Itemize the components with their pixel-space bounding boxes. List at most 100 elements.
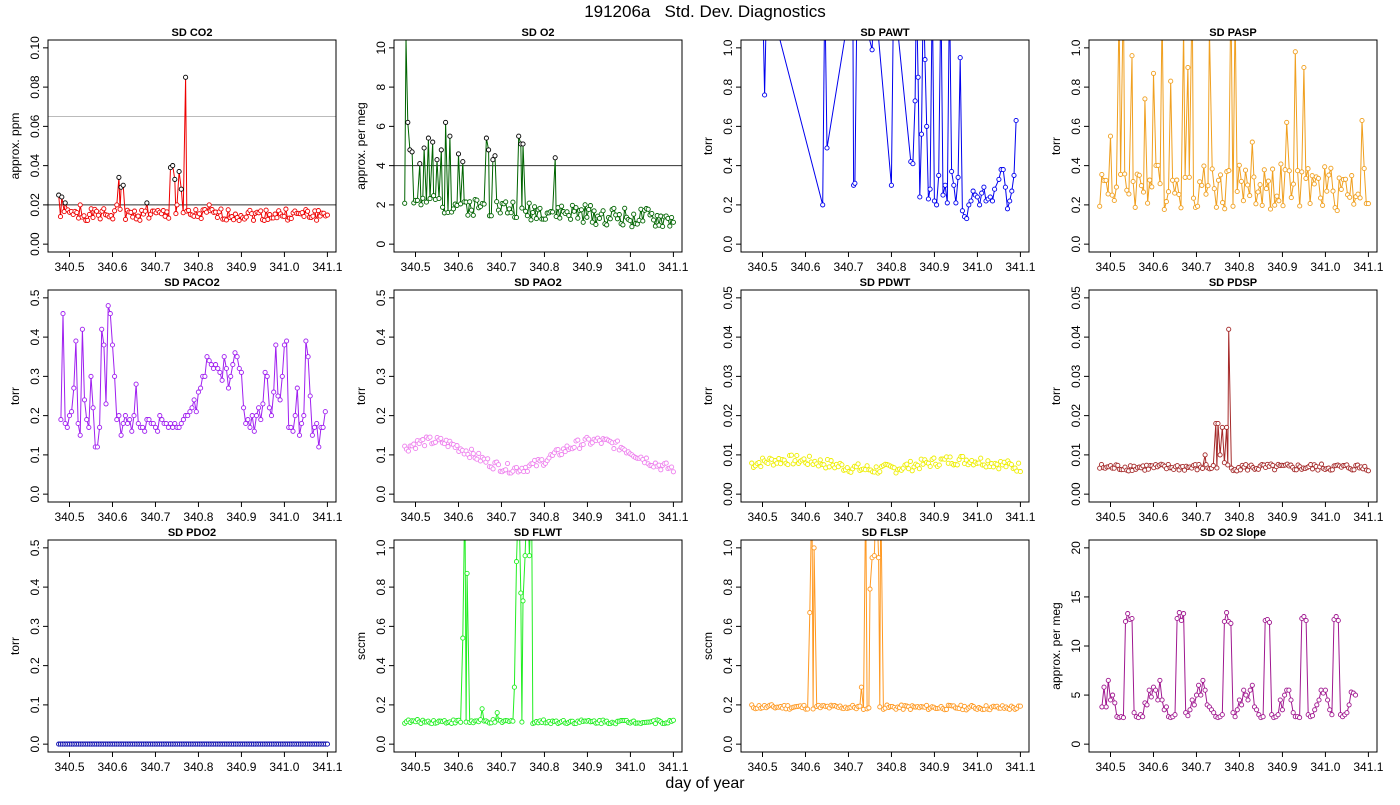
data-point (223, 217, 229, 223)
data-point (468, 446, 475, 452)
data-point (968, 198, 974, 204)
data-point (463, 487, 467, 491)
data-point (1342, 176, 1349, 182)
y-axis-label: sccm (701, 632, 715, 660)
x-tick-label: 340.6 (97, 260, 127, 274)
data-point (245, 417, 251, 423)
data-point (279, 373, 285, 379)
data-point (960, 453, 966, 460)
data-point (927, 186, 933, 192)
panel-title: SD FLSP (862, 527, 908, 539)
data-point (1275, 712, 1281, 718)
data-point (979, 190, 985, 196)
x-tick-label: 341.1 (1353, 510, 1383, 524)
y-tick-label: 0.06 (28, 114, 42, 138)
data-point (620, 222, 626, 228)
data-point (1205, 183, 1211, 189)
data-point (458, 719, 464, 725)
data-series (749, 452, 1023, 476)
panel-sd-flsp: SD FLSP 340.5 340.6 340.7 340.8 340.9 341.0 341… (701, 527, 1036, 774)
data-series (762, 40, 1019, 222)
data-point (1131, 710, 1137, 716)
data-point (311, 424, 318, 430)
x-tick-label: 341.1 (658, 260, 688, 274)
x-tick-label: 340.8 (529, 510, 559, 524)
data-point (839, 462, 845, 468)
data-point (942, 182, 948, 188)
data-series (749, 540, 1023, 713)
data-point (283, 206, 289, 212)
data-point (925, 196, 931, 202)
data-point (1174, 615, 1180, 622)
data-point (954, 462, 960, 468)
data-point (90, 405, 96, 411)
data-point (1016, 460, 1022, 466)
data-point (519, 205, 525, 211)
x-tick-label: 341.0 (962, 260, 992, 274)
y-tick-label: 0.8 (721, 578, 735, 595)
data-point (430, 139, 436, 145)
data-point (1245, 182, 1251, 188)
data-point (467, 455, 473, 461)
data-series (1097, 326, 1371, 474)
x-tick-label: 340.6 (97, 760, 127, 774)
x-tick-label: 340.8 (1224, 510, 1254, 524)
data-point (571, 444, 577, 450)
data-point (103, 401, 109, 407)
data-point (1314, 702, 1320, 708)
x-tick-label: 341.1 (658, 760, 688, 774)
data-point (1097, 203, 1103, 209)
data-point (440, 204, 446, 210)
data-point (1196, 682, 1202, 688)
data-point (1293, 467, 1299, 473)
data-point (1217, 452, 1223, 458)
x-tick-label: 341.1 (1353, 260, 1383, 274)
data-point (1209, 166, 1215, 172)
data-point (756, 459, 762, 466)
data-point (1317, 195, 1324, 201)
data-point (1260, 714, 1266, 720)
data-point (1125, 611, 1131, 617)
data-point (411, 441, 417, 447)
data-point (640, 218, 646, 224)
y-tick-label: 0.04 (721, 325, 735, 349)
data-point (871, 553, 877, 559)
data-point (1245, 697, 1251, 703)
x-tick-label: 340.8 (183, 510, 213, 524)
data-point (1237, 467, 1243, 473)
data-point (135, 213, 141, 219)
data-point (1232, 714, 1238, 720)
x-tick-label: 340.7 (1181, 260, 1211, 274)
data-point (1290, 181, 1296, 187)
y-tick-label: 0.0 (721, 235, 735, 252)
data-point (805, 706, 811, 712)
data-point (1219, 424, 1225, 430)
data-point (578, 207, 584, 213)
data-point (249, 413, 255, 419)
data-point (213, 362, 219, 368)
data-point (81, 397, 88, 403)
data-point (202, 373, 208, 379)
y-axis-label: torr (8, 387, 22, 405)
data-point (1327, 707, 1333, 713)
data-point (611, 446, 617, 452)
data-point (1299, 169, 1305, 175)
data-point (508, 210, 514, 216)
data-point (174, 202, 180, 208)
data-point (483, 135, 489, 141)
data-point (490, 466, 496, 472)
data-point (1157, 677, 1163, 683)
y-axis-label: torr (8, 637, 22, 655)
data-point (258, 417, 264, 423)
data-point (1107, 697, 1114, 703)
data-point (1008, 461, 1014, 468)
data-point (268, 413, 275, 419)
data-point (1111, 197, 1117, 204)
data-point (281, 213, 287, 219)
data-point (324, 212, 330, 218)
data-point (504, 460, 511, 467)
data-point (996, 466, 1002, 472)
data-point (1290, 710, 1296, 716)
data-point (1107, 133, 1114, 139)
data-point (120, 420, 126, 427)
